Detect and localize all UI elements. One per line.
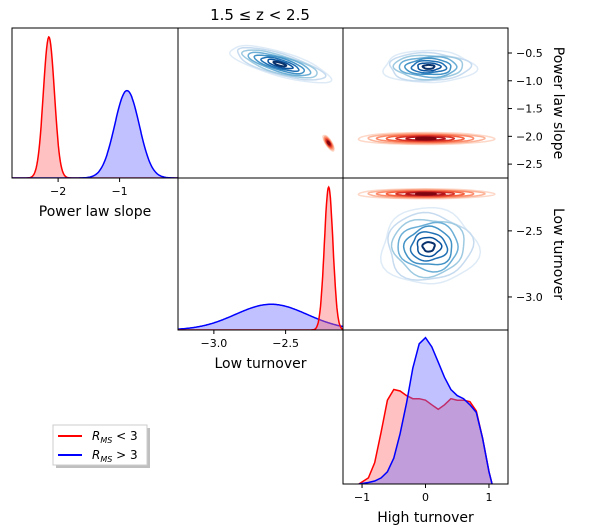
contour-series-0-level-0 [357, 188, 496, 200]
x-tick-label-high_turnover: −1 [354, 491, 370, 504]
contour-series-1-level-0 [379, 206, 482, 285]
panel-r1c2 [357, 188, 496, 285]
density-line-series-0 [178, 303, 343, 330]
chart-title: 1.5 ≤ z < 2.5 [210, 6, 310, 24]
panel-frame-r1c2 [342, 177, 509, 331]
x-axis-label-low_turnover: Low turnover [215, 356, 307, 372]
contour-series-1-level-1 [236, 46, 327, 81]
panels [12, 35, 496, 484]
contour-series-1-level-4 [253, 54, 306, 75]
y-tick-label-power_law_slope: −2.5 [516, 158, 543, 171]
legend-label-series-1: RMS > 3 [92, 448, 138, 464]
contour-series-0-level-6 [415, 192, 438, 196]
density-fill-series-1 [178, 187, 343, 330]
contour-series-0-level-5 [404, 191, 447, 197]
contour-series-1-level-4 [404, 57, 452, 76]
y-axis-label-low_turnover: Low turnover [550, 208, 566, 300]
y-tick-label-power_law_slope: −1.5 [516, 103, 543, 116]
panel-r2c2 [358, 336, 493, 484]
contour-series-1-level-0 [382, 49, 479, 84]
contour-series-0-level-3 [385, 134, 466, 143]
legend-label-series-0: RMS < 3 [92, 429, 138, 445]
contour-series-0-level-5 [405, 136, 447, 142]
density-line-series-1 [178, 185, 343, 330]
x-tick-label-low_turnover: −3.0 [201, 337, 228, 350]
x-tick-label-power_law_slope: −1 [111, 185, 127, 198]
panel-r0c0 [12, 35, 178, 178]
density-line-series-1 [358, 336, 493, 484]
x-tick-label-low_turnover: −2.5 [272, 337, 299, 350]
contour-series-1-level-2 [240, 49, 318, 79]
y-axis-label-power_law_slope: Power law slope [550, 47, 566, 159]
contour-series-1-level-5 [260, 56, 300, 73]
x-tick-label-power_law_slope: −2 [50, 185, 66, 198]
contour-series-1-level-6 [416, 236, 443, 258]
contour-series-0-level-6 [415, 136, 437, 141]
legend-box [52, 424, 148, 466]
contour-series-1-level-7 [421, 63, 436, 70]
contour-series-1-level-5 [409, 231, 449, 262]
contour-series-1-level-6 [267, 58, 294, 70]
y-tick-label-power_law_slope: −1.0 [516, 75, 543, 88]
x-axis-label-high_turnover: High turnover [377, 510, 474, 526]
x-tick-label-high_turnover: 1 [485, 491, 492, 504]
contour-series-1-level-4 [402, 225, 453, 266]
contour-series-1-level-7 [421, 241, 436, 253]
density-line-series-0 [12, 35, 178, 178]
contour-series-0-level-6 [326, 140, 331, 146]
contour-series-1-level-1 [388, 51, 473, 82]
y-tick-label-power_law_slope: −2.0 [516, 130, 543, 143]
contour-series-0-level-4 [394, 190, 456, 197]
y-tick-label-power_law_slope: −0.5 [516, 47, 543, 60]
density-fill-series-1 [12, 90, 178, 178]
y-tick-label-low_turnover: −2.5 [516, 225, 543, 238]
x-axis-label-power_law_slope: Power law slope [39, 204, 151, 220]
contour-series-1-level-7 [272, 60, 288, 68]
contour-series-1-level-6 [417, 62, 442, 72]
contour-series-1-level-0 [228, 44, 333, 84]
density-line-series-0 [358, 388, 493, 484]
y-tick-label-low_turnover: −3.0 [516, 291, 543, 304]
contour-series-1-level-2 [390, 218, 465, 279]
legend: RMS < 3 RMS > 3 [52, 424, 150, 468]
contour-series-1-level-1 [387, 211, 475, 281]
contour-series-0-level-0 [357, 131, 496, 146]
density-fill-series-1 [358, 337, 493, 484]
contour-series-1-level-3 [247, 51, 312, 77]
panel-r0c2 [357, 49, 496, 146]
x-tick-label-high_turnover: 0 [422, 491, 429, 504]
contour-series-0-level-1 [367, 132, 486, 145]
density-fill-series-0 [178, 304, 343, 330]
contour-series-0-level-2 [375, 133, 475, 144]
density-fill-series-0 [12, 37, 178, 178]
contour-series-1-level-3 [398, 55, 458, 79]
panel-frame-r0c0 [11, 27, 179, 179]
contour-series-0-level-4 [395, 135, 456, 142]
contour-series-1-level-2 [392, 54, 464, 81]
contour-series-1-level-3 [397, 221, 459, 273]
contour-series-1-level-5 [410, 59, 448, 74]
density-line-series-1 [12, 89, 178, 178]
panel-r0c1 [228, 44, 335, 152]
contour-series-0-level-3 [385, 190, 466, 198]
panel-r1c1 [178, 185, 343, 330]
